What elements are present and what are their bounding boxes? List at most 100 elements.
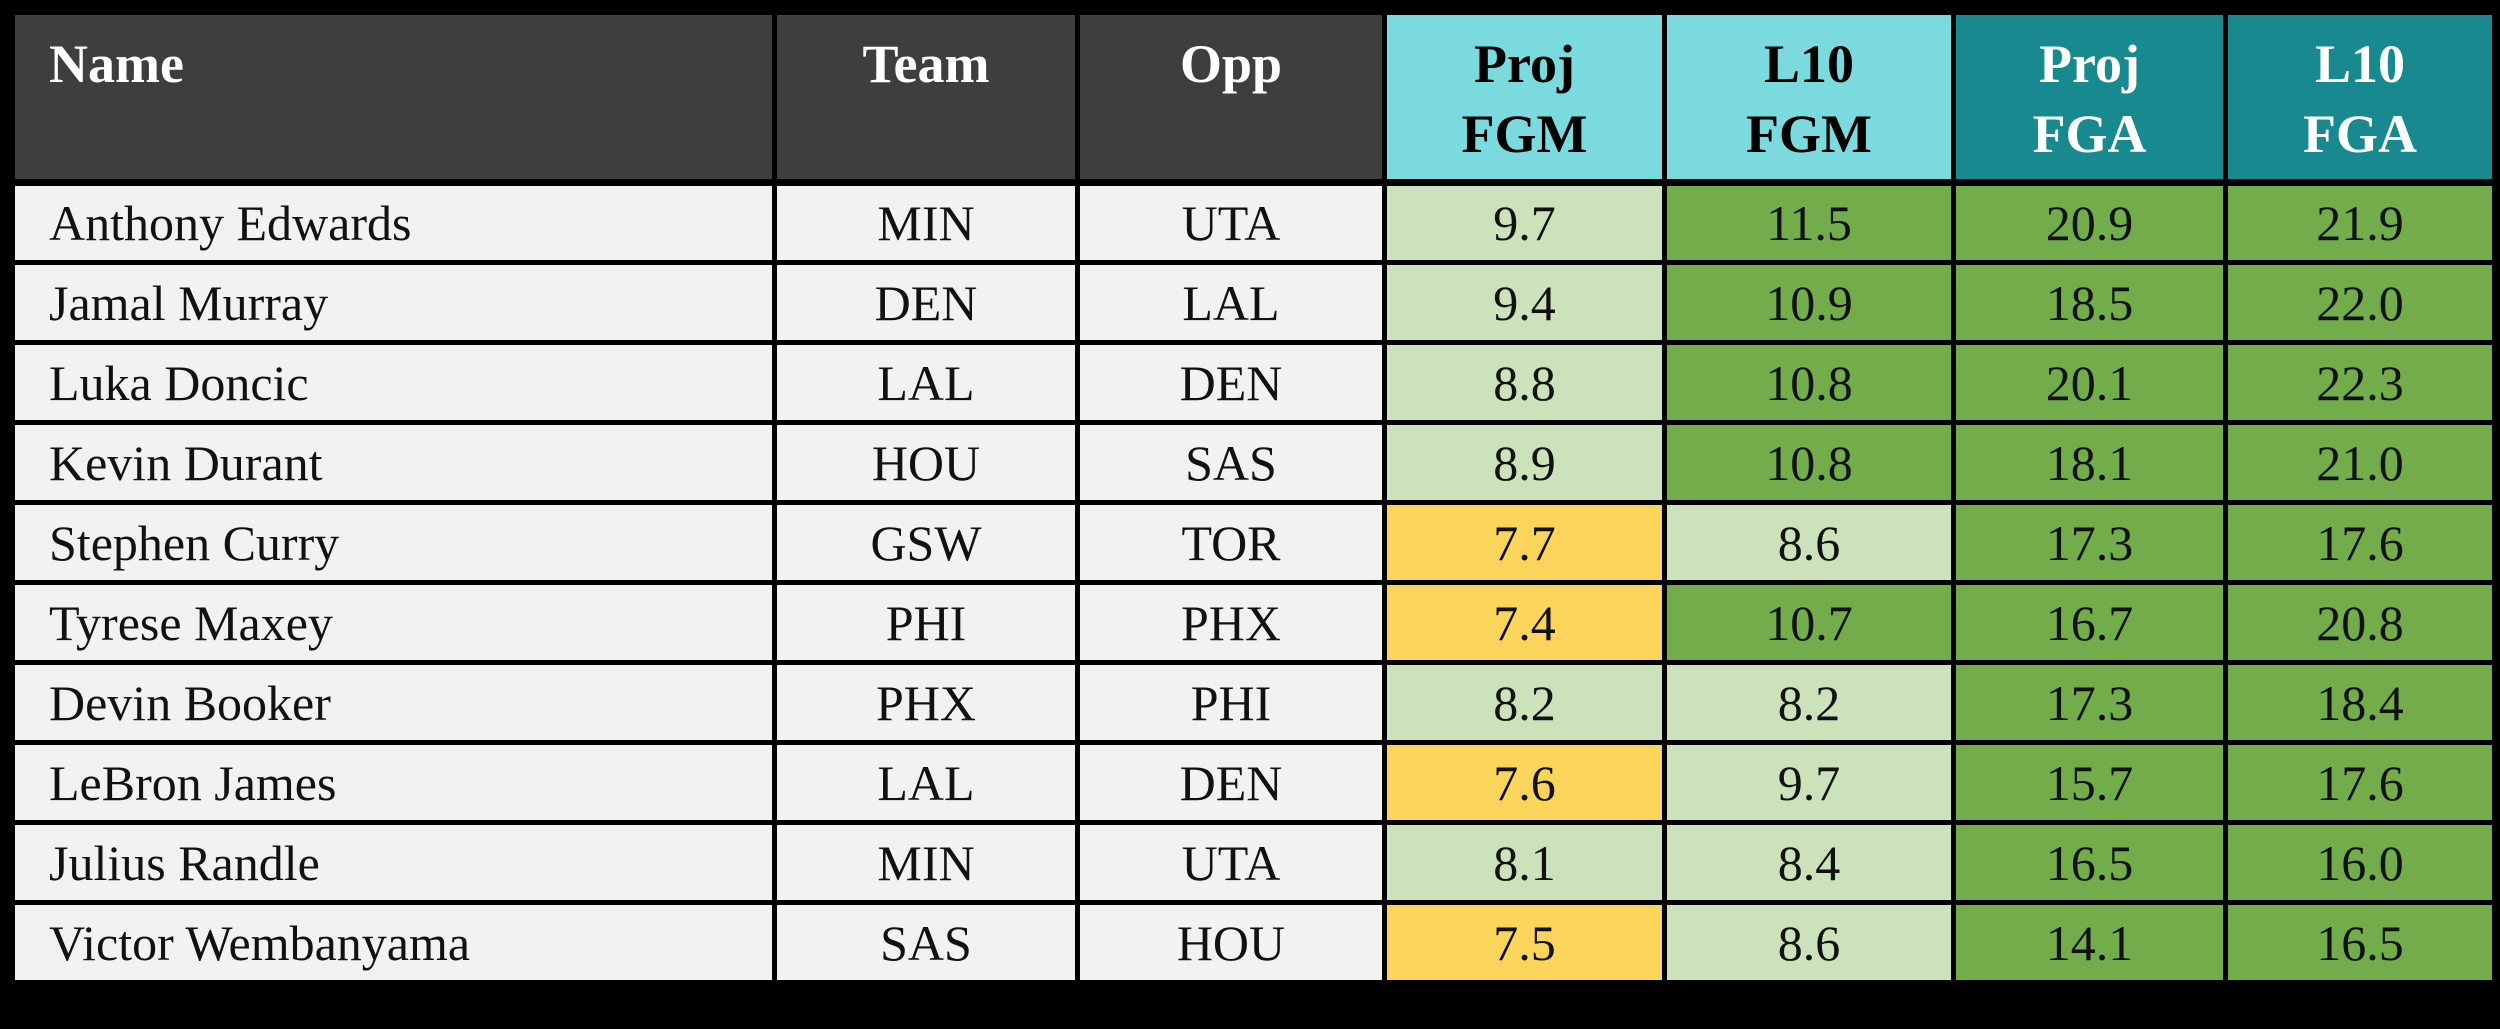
- team-cell: DEN: [772, 260, 1080, 345]
- l10-fgm-cell: 10.9: [1662, 260, 1956, 345]
- proj-fgm-cell: 9.4: [1382, 260, 1667, 345]
- team-cell: PHX: [772, 660, 1080, 745]
- column-header-label-line1: L10: [1763, 34, 1855, 94]
- proj-fga-cell: 17.3: [1951, 660, 2228, 745]
- l10-fga-cell: 17.6: [2223, 740, 2497, 825]
- team-cell: LAL: [772, 340, 1080, 425]
- opp-cell: HOU: [1075, 900, 1387, 985]
- player-name-cell: Jamal Murray: [10, 260, 777, 345]
- table-row: LeBron James LAL DEN 7.6 9.7 15.7 17.6: [10, 740, 2497, 825]
- player-name-cell: Julius Randle: [10, 820, 777, 905]
- opp-cell: PHI: [1075, 660, 1387, 745]
- l10-fgm-cell: 8.4: [1662, 820, 1956, 905]
- player-name-cell: Kevin Durant: [10, 420, 777, 505]
- table-row: Anthony Edwards MIN UTA 9.7 11.5 20.9 21.9: [10, 180, 2497, 265]
- column-header-l10-fga: L10 FGA: [2223, 10, 2497, 186]
- opp-cell: TOR: [1075, 500, 1387, 585]
- l10-fga-cell: 21.9: [2223, 180, 2497, 265]
- l10-fga-cell: 16.0: [2223, 820, 2497, 905]
- column-header-label-line2: FGA: [2303, 104, 2417, 164]
- team-cell: HOU: [772, 420, 1080, 505]
- player-name-cell: LeBron James: [10, 740, 777, 825]
- opp-cell: UTA: [1075, 180, 1387, 265]
- team-cell: PHI: [772, 580, 1080, 665]
- column-header-opp: Opp: [1075, 10, 1387, 186]
- table-row: Luka Doncic LAL DEN 8.8 10.8 20.1 22.3: [10, 340, 2497, 425]
- column-header-l10-fgm: L10 FGM: [1662, 10, 1956, 186]
- proj-fga-cell: 20.1: [1951, 340, 2228, 425]
- player-name-cell: Victor Wembanyama: [10, 900, 777, 985]
- player-name-cell: Luka Doncic: [10, 340, 777, 425]
- player-stats-table: Name Team Opp Proj FGM L10 FGM Proj FGA …: [10, 10, 2497, 985]
- opp-cell: PHX: [1075, 580, 1387, 665]
- l10-fga-cell: 20.8: [2223, 580, 2497, 665]
- proj-fgm-cell: 7.5: [1382, 900, 1667, 985]
- player-name-cell: Devin Booker: [10, 660, 777, 745]
- player-name-cell: Stephen Curry: [10, 500, 777, 585]
- proj-fga-cell: 18.1: [1951, 420, 2228, 505]
- l10-fga-cell: 22.3: [2223, 340, 2497, 425]
- table-row: Tyrese Maxey PHI PHX 7.4 10.7 16.7 20.8: [10, 580, 2497, 665]
- l10-fgm-cell: 9.7: [1662, 740, 1956, 825]
- proj-fga-cell: 16.5: [1951, 820, 2228, 905]
- table-row: Devin Booker PHX PHI 8.2 8.2 17.3 18.4: [10, 660, 2497, 745]
- header-row: Name Team Opp Proj FGM L10 FGM Proj FGA …: [10, 10, 2497, 186]
- team-cell: MIN: [772, 180, 1080, 265]
- column-header-label: Team: [862, 34, 990, 94]
- proj-fgm-cell: 7.7: [1382, 500, 1667, 585]
- opp-cell: LAL: [1075, 260, 1387, 345]
- proj-fga-cell: 16.7: [1951, 580, 2228, 665]
- team-cell: SAS: [772, 900, 1080, 985]
- proj-fgm-cell: 7.6: [1382, 740, 1667, 825]
- proj-fga-cell: 20.9: [1951, 180, 2228, 265]
- table-row: Victor Wembanyama SAS HOU 7.5 8.6 14.1 16.5: [10, 900, 2497, 985]
- column-header-proj-fga: Proj FGA: [1951, 10, 2228, 186]
- column-header-label: Name: [49, 34, 184, 94]
- l10-fga-cell: 21.0: [2223, 420, 2497, 505]
- column-header-label: Opp: [1179, 34, 1283, 94]
- opp-cell: UTA: [1075, 820, 1387, 905]
- column-header-label-line2: FGM: [1746, 104, 1872, 164]
- l10-fga-cell: 18.4: [2223, 660, 2497, 745]
- l10-fgm-cell: 10.8: [1662, 340, 1956, 425]
- proj-fga-cell: 17.3: [1951, 500, 2228, 585]
- l10-fgm-cell: 10.7: [1662, 580, 1956, 665]
- column-header-proj-fgm: Proj FGM: [1382, 10, 1667, 186]
- column-header-label-line1: Proj: [1474, 34, 1575, 94]
- proj-fga-cell: 18.5: [1951, 260, 2228, 345]
- l10-fga-cell: 17.6: [2223, 500, 2497, 585]
- opp-cell: DEN: [1075, 740, 1387, 825]
- player-name-cell: Tyrese Maxey: [10, 580, 777, 665]
- l10-fgm-cell: 8.2: [1662, 660, 1956, 745]
- proj-fgm-cell: 9.7: [1382, 180, 1667, 265]
- column-header-label-line1: Proj: [2039, 34, 2140, 94]
- column-header-name: Name: [10, 10, 777, 186]
- column-header-label-line2: FGA: [2032, 104, 2147, 164]
- table-row: Kevin Durant HOU SAS 8.9 10.8 18.1 21.0: [10, 420, 2497, 505]
- l10-fgm-cell: 11.5: [1662, 180, 1956, 265]
- proj-fgm-cell: 8.2: [1382, 660, 1667, 745]
- table-body: Anthony Edwards MIN UTA 9.7 11.5 20.9 21.9 Jama…: [10, 180, 2497, 985]
- table-row: Julius Randle MIN UTA 8.1 8.4 16.5 16.0: [10, 820, 2497, 905]
- l10-fgm-cell: 10.8: [1662, 420, 1956, 505]
- l10-fga-cell: 16.5: [2223, 900, 2497, 985]
- table-row: Jamal Murray DEN LAL 9.4 10.9 18.5 22.0: [10, 260, 2497, 345]
- player-name-cell: Anthony Edwards: [10, 180, 777, 265]
- column-header-team: Team: [772, 10, 1080, 186]
- column-header-label-line1: L10: [2314, 34, 2406, 94]
- team-cell: GSW: [772, 500, 1080, 585]
- l10-fgm-cell: 8.6: [1662, 900, 1956, 985]
- proj-fgm-cell: 8.9: [1382, 420, 1667, 505]
- table-row: Stephen Curry GSW TOR 7.7 8.6 17.3 17.6: [10, 500, 2497, 585]
- proj-fga-cell: 14.1: [1951, 900, 2228, 985]
- column-header-label-line2: FGM: [1461, 104, 1588, 164]
- team-cell: MIN: [772, 820, 1080, 905]
- proj-fgm-cell: 7.4: [1382, 580, 1667, 665]
- opp-cell: SAS: [1075, 420, 1387, 505]
- l10-fgm-cell: 8.6: [1662, 500, 1956, 585]
- opp-cell: DEN: [1075, 340, 1387, 425]
- team-cell: LAL: [772, 740, 1080, 825]
- proj-fgm-cell: 8.8: [1382, 340, 1667, 425]
- l10-fga-cell: 22.0: [2223, 260, 2497, 345]
- proj-fgm-cell: 8.1: [1382, 820, 1667, 905]
